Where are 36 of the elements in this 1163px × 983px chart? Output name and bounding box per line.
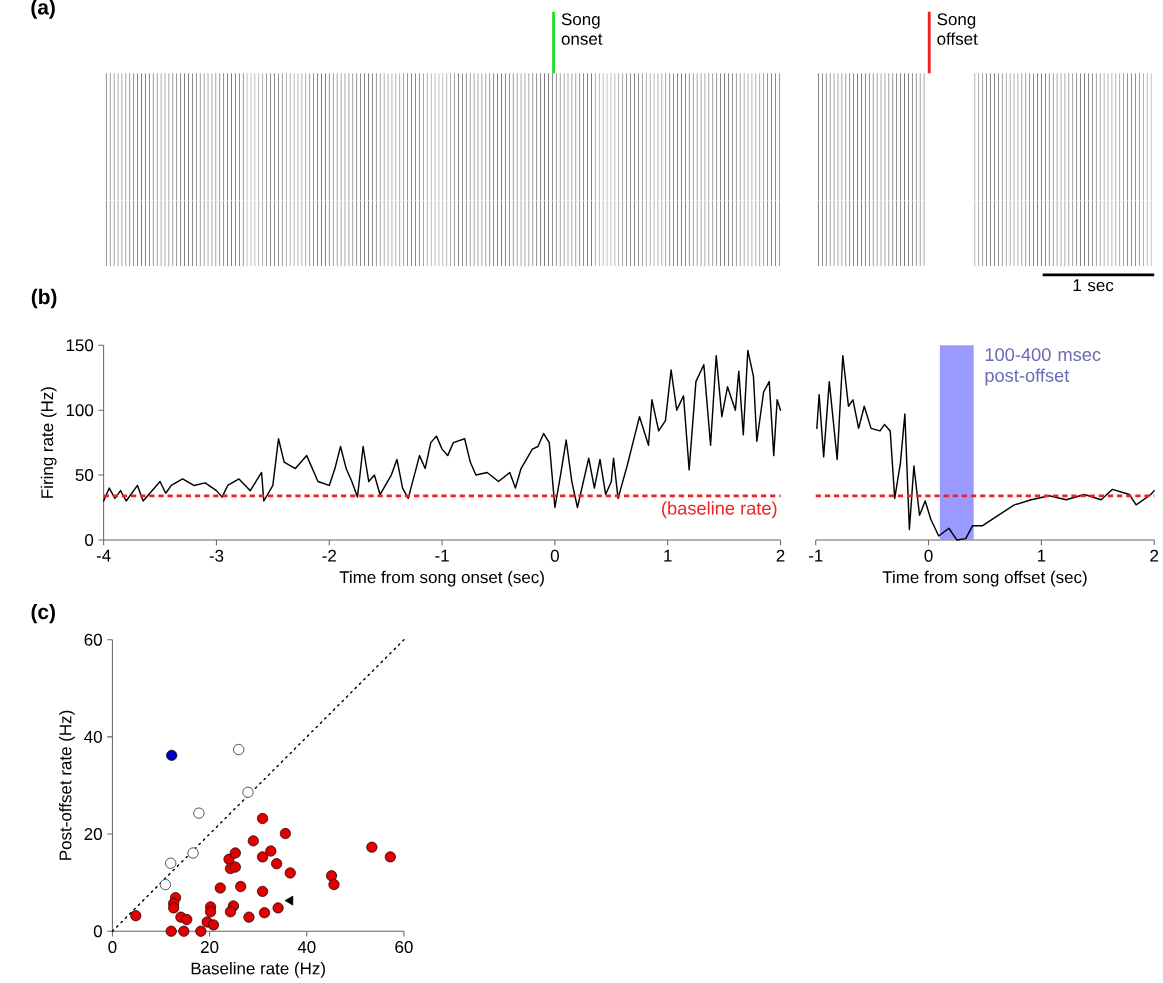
text: Song onset (561, 13, 603, 45)
x-tick-label: 0 (550, 549, 559, 562)
chart-title: (c) (31, 603, 55, 624)
x-tick-label: 1 (664, 549, 672, 562)
chart-title: (b) (31, 288, 57, 309)
x-axis-title: Time from song offset (sec) (882, 570, 1087, 587)
y-tick-label: 50 (75, 469, 94, 482)
x-tick-label: -1 (435, 549, 449, 562)
x-tick-label: 40 (297, 941, 316, 954)
text: Song offset (937, 13, 978, 45)
ref-line-label: (baseline rate) (662, 501, 777, 519)
y-tick-label: 60 (84, 633, 102, 646)
x-tick-label: -4 (96, 549, 111, 562)
x-tick-label: 60 (395, 941, 413, 954)
x-axis-title: Time from song onset (sec) (339, 570, 544, 587)
y-tick-label: 0 (93, 925, 102, 938)
y-tick-label: 40 (84, 730, 102, 743)
x-tick-label: 2 (776, 549, 785, 562)
x-tick-label: 0 (108, 941, 117, 954)
text: 1 sec (1073, 279, 1114, 292)
x-tick-label: 0 (924, 549, 933, 562)
x-tick-label: 1 (1037, 549, 1046, 562)
x-tick-label: 2 (1150, 549, 1159, 562)
x-tick-label: -1 (808, 549, 823, 562)
y-tick-label: 150 (66, 339, 94, 352)
x-axis-title: Baseline rate (Hz) (191, 961, 325, 978)
x-tick-label: 20 (201, 941, 219, 954)
y-axis-title: Post-offset rate (Hz) (58, 710, 75, 860)
band-label: 100-400 msec post-offset (985, 348, 1101, 386)
x-tick-label: -3 (209, 549, 224, 562)
y-tick-label: 0 (85, 533, 94, 546)
x-tick-label: -2 (322, 549, 336, 562)
y-tick-label: 100 (66, 404, 94, 417)
text: (a) (31, 0, 55, 19)
y-tick-label: 20 (84, 828, 102, 841)
y-axis-title: Firing rate (Hz) (40, 387, 57, 498)
